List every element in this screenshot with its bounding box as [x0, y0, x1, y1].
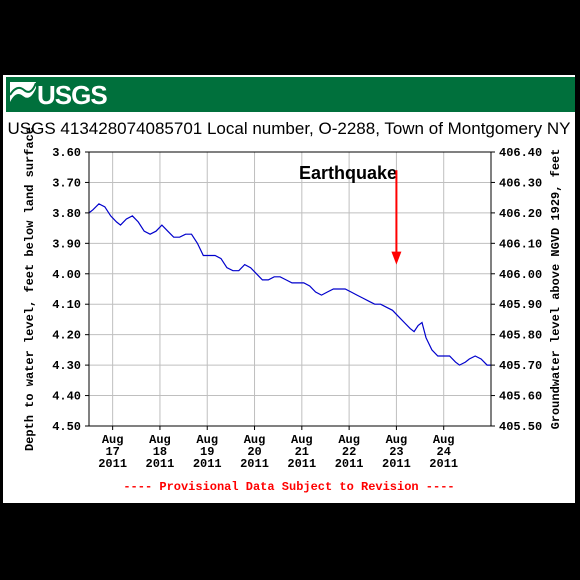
x-tick-label: Aug: [196, 433, 218, 447]
y2-tick-label: 406.40: [499, 146, 542, 160]
chart-frame: USGS USGS 413428074085701 Local number, …: [3, 75, 575, 503]
x-tick-label: 2011: [98, 457, 127, 471]
provisional-data-notice: ---- Provisional Data Subject to Revisio…: [123, 480, 455, 494]
y-tick-label: 4.40: [52, 390, 81, 404]
x-tick-label: 2011: [287, 457, 316, 471]
y-tick-label: 3.70: [52, 176, 81, 190]
x-tick-label: 21: [295, 445, 309, 459]
usgs-wave-icon: [10, 82, 36, 108]
y2-tick-label: 406.30: [499, 176, 542, 190]
y2-tick-label: 405.50: [499, 420, 542, 434]
y-tick-label: 4.10: [52, 298, 81, 312]
x-tick-label: Aug: [244, 433, 266, 447]
x-tick-label: 23: [389, 445, 403, 459]
x-tick-label: 18: [153, 445, 167, 459]
y-tick-label: 3.80: [52, 207, 81, 221]
y2-tick-label: 406.10: [499, 237, 542, 251]
y-axis-ticks: 3.60 3.70 3.80 3.90 4.00 4.10 4.20 4.30 4.40 4.50: [52, 146, 89, 434]
earthquake-arrow-icon: [391, 170, 402, 265]
plot-border: [88, 151, 492, 427]
y2-tick-label: 405.60: [499, 390, 542, 404]
y2-tick-label: 405.70: [499, 359, 542, 373]
y-tick-label: 4.00: [52, 268, 81, 282]
x-tick-label: Aug: [149, 433, 171, 447]
y2-tick-label: 405.90: [499, 298, 542, 312]
x-tick-label: 2011: [382, 457, 411, 471]
hydrograph-chart: 3.60 3.70 3.80 3.90 4.00 4.10 4.20 4.30 4.40 4.50…: [23, 127, 563, 471]
usgs-banner: USGS: [6, 77, 575, 112]
y-tick-label: 4.20: [52, 329, 81, 343]
x-tick-label: 2011: [429, 457, 458, 471]
x-tick-label: Aug: [386, 433, 408, 447]
data-series: [88, 203, 491, 366]
x-tick-label: Aug: [291, 433, 313, 447]
y2-tick-label: 406.20: [499, 207, 542, 221]
grid-lines: [89, 152, 491, 426]
y2-axis-ticks: 406.40 406.30 406.20 406.10 406.00 405.90 405.…: [491, 146, 542, 434]
x-tick-label: 20: [247, 445, 261, 459]
series-line: [88, 203, 491, 366]
x-tick-label: 19: [200, 445, 214, 459]
x-tick-label: Aug: [102, 433, 124, 447]
y-tick-label: 4.50: [52, 420, 81, 434]
earthquake-annotation: Earthquake: [299, 163, 397, 183]
x-axis-ticks: Aug172011Aug182011Aug192011Aug202011Aug2…: [98, 426, 458, 471]
usgs-logo-text: USGS: [37, 80, 108, 110]
x-tick-label: 22: [342, 445, 356, 459]
x-tick-label: 17: [105, 445, 119, 459]
y-tick-label: 3.90: [52, 237, 81, 251]
y-tick-label: 3.60: [52, 146, 81, 160]
x-tick-label: 2011: [240, 457, 269, 471]
y2-tick-label: 405.80: [499, 329, 542, 343]
y-tick-label: 4.30: [52, 359, 81, 373]
arrow-head: [391, 251, 402, 265]
y2-tick-label: 406.00: [499, 268, 542, 282]
y-axis-label: Depth to water level, feet below land su…: [23, 127, 37, 451]
x-tick-label: 2011: [335, 457, 364, 471]
x-tick-label: 24: [437, 445, 451, 459]
x-tick-label: 2011: [146, 457, 175, 471]
x-tick-label: 2011: [193, 457, 222, 471]
plot-area: [89, 152, 491, 426]
usgs-logo[interactable]: USGS: [10, 80, 108, 110]
x-tick-label: Aug: [433, 433, 455, 447]
x-tick-label: Aug: [338, 433, 360, 447]
chart-title: USGS 413428074085701 Local number, O-228…: [7, 119, 571, 138]
y2-axis-label: Groundwater level above NGVD 1929, feet: [549, 149, 563, 430]
